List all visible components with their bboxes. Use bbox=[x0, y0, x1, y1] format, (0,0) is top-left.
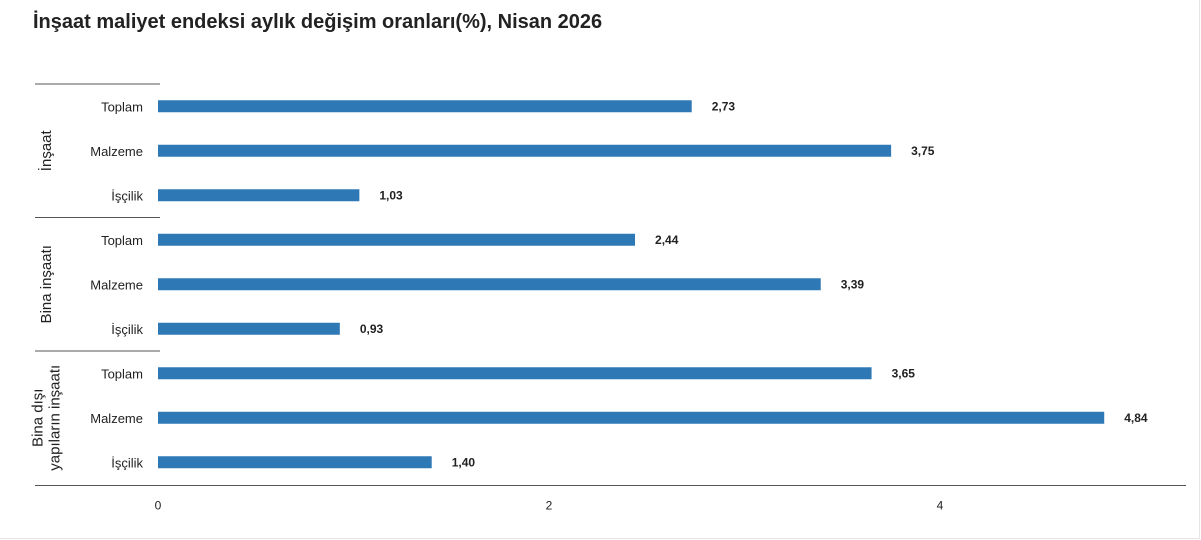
bar bbox=[158, 367, 872, 380]
category-label: Toplam bbox=[101, 366, 143, 381]
x-tick-label: 4 bbox=[937, 499, 944, 513]
group-label-2: Bina dışıyapıların inşaatı bbox=[30, 365, 64, 471]
bar bbox=[158, 233, 636, 246]
category-label: Toplam bbox=[101, 233, 143, 248]
bar bbox=[158, 456, 432, 469]
chart-title: İnşaat maliyet endeksi aylık değişim ora… bbox=[33, 11, 603, 33]
data-label: 2,44 bbox=[655, 233, 679, 247]
data-label: 3,39 bbox=[841, 277, 865, 291]
group-label-line: Bina inşaatı bbox=[38, 245, 55, 323]
category-label: İşçilik bbox=[111, 455, 143, 470]
group-label-line: İnşaat bbox=[37, 129, 55, 171]
x-tick-label: 2 bbox=[546, 499, 553, 513]
category-label: İşçilik bbox=[111, 188, 143, 203]
data-label: 3,65 bbox=[892, 366, 916, 380]
data-label: 0,93 bbox=[360, 322, 384, 336]
bar bbox=[158, 278, 821, 291]
bar bbox=[158, 411, 1105, 424]
category-label: Malzeme bbox=[90, 411, 143, 426]
group-label-1: Bina inşaatı bbox=[38, 245, 55, 323]
data-label: 3,75 bbox=[911, 144, 935, 158]
data-label: 1,03 bbox=[379, 188, 403, 202]
bar bbox=[158, 322, 340, 335]
group-label-line: yapıların inşaatı bbox=[47, 365, 64, 471]
data-label: 1,40 bbox=[452, 455, 476, 469]
category-label: Malzeme bbox=[90, 277, 143, 292]
bar bbox=[158, 189, 360, 202]
bar bbox=[158, 100, 692, 113]
data-label: 2,73 bbox=[712, 99, 736, 113]
category-label: Toplam bbox=[101, 99, 143, 114]
group-label-line: Bina dışı bbox=[30, 389, 47, 447]
x-tick-label: 0 bbox=[155, 499, 162, 513]
category-label: Malzeme bbox=[90, 144, 143, 159]
group-label-0: İnşaat bbox=[37, 129, 55, 171]
bar bbox=[158, 144, 892, 157]
data-label: 4,84 bbox=[1124, 411, 1148, 425]
category-label: İşçilik bbox=[111, 322, 143, 337]
